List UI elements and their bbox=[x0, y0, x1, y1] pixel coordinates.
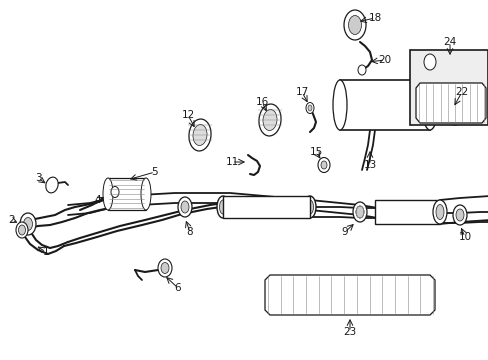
Ellipse shape bbox=[423, 54, 435, 70]
Text: 24: 24 bbox=[443, 37, 456, 47]
Ellipse shape bbox=[317, 158, 329, 172]
Ellipse shape bbox=[343, 10, 365, 40]
Ellipse shape bbox=[46, 177, 58, 193]
Text: 22: 22 bbox=[454, 87, 468, 97]
Text: 5: 5 bbox=[151, 167, 158, 177]
Ellipse shape bbox=[306, 200, 313, 214]
Ellipse shape bbox=[178, 197, 192, 217]
Ellipse shape bbox=[16, 222, 28, 238]
Polygon shape bbox=[264, 275, 434, 315]
Ellipse shape bbox=[304, 196, 315, 218]
Ellipse shape bbox=[357, 65, 365, 75]
Ellipse shape bbox=[452, 205, 466, 225]
Text: 2: 2 bbox=[9, 215, 15, 225]
Ellipse shape bbox=[141, 178, 151, 210]
Ellipse shape bbox=[19, 225, 25, 235]
Ellipse shape bbox=[446, 105, 462, 125]
Ellipse shape bbox=[20, 213, 36, 235]
Bar bbox=[409, 50, 487, 125]
Ellipse shape bbox=[217, 196, 228, 218]
Bar bbox=[108, 178, 146, 210]
Ellipse shape bbox=[158, 259, 172, 277]
Ellipse shape bbox=[355, 206, 363, 218]
Ellipse shape bbox=[320, 161, 326, 169]
Ellipse shape bbox=[193, 125, 206, 145]
Ellipse shape bbox=[263, 109, 277, 130]
Text: 13: 13 bbox=[363, 160, 376, 170]
Ellipse shape bbox=[111, 186, 119, 198]
Ellipse shape bbox=[435, 204, 443, 220]
Text: 20: 20 bbox=[378, 55, 391, 65]
Ellipse shape bbox=[455, 209, 463, 221]
Ellipse shape bbox=[23, 217, 32, 230]
Text: 16: 16 bbox=[255, 97, 268, 107]
Text: 6: 6 bbox=[174, 283, 181, 293]
Text: 23: 23 bbox=[343, 327, 356, 337]
Ellipse shape bbox=[332, 80, 346, 130]
Text: 15: 15 bbox=[309, 147, 322, 157]
Ellipse shape bbox=[161, 262, 169, 274]
Ellipse shape bbox=[432, 200, 446, 224]
Text: 8: 8 bbox=[186, 227, 193, 237]
Ellipse shape bbox=[219, 200, 226, 214]
Text: 4: 4 bbox=[95, 195, 101, 205]
Ellipse shape bbox=[449, 109, 459, 121]
Polygon shape bbox=[415, 83, 485, 123]
Text: 17: 17 bbox=[295, 87, 308, 97]
Text: 3: 3 bbox=[35, 173, 41, 183]
Bar bbox=[339, 80, 429, 130]
Ellipse shape bbox=[348, 15, 361, 35]
Ellipse shape bbox=[352, 202, 366, 222]
Bar bbox=[223, 196, 309, 218]
Text: 12: 12 bbox=[181, 110, 194, 120]
Ellipse shape bbox=[305, 103, 313, 113]
Ellipse shape bbox=[307, 105, 311, 111]
Text: 18: 18 bbox=[367, 13, 381, 23]
Text: 9: 9 bbox=[341, 227, 347, 237]
Ellipse shape bbox=[259, 104, 281, 136]
Ellipse shape bbox=[421, 80, 437, 130]
Text: 10: 10 bbox=[458, 232, 470, 242]
Ellipse shape bbox=[181, 201, 189, 213]
Text: 11: 11 bbox=[225, 157, 238, 167]
Ellipse shape bbox=[103, 178, 113, 210]
Bar bbox=[374, 200, 439, 224]
Text: 1: 1 bbox=[42, 247, 49, 257]
Ellipse shape bbox=[425, 89, 434, 121]
Ellipse shape bbox=[188, 119, 211, 151]
